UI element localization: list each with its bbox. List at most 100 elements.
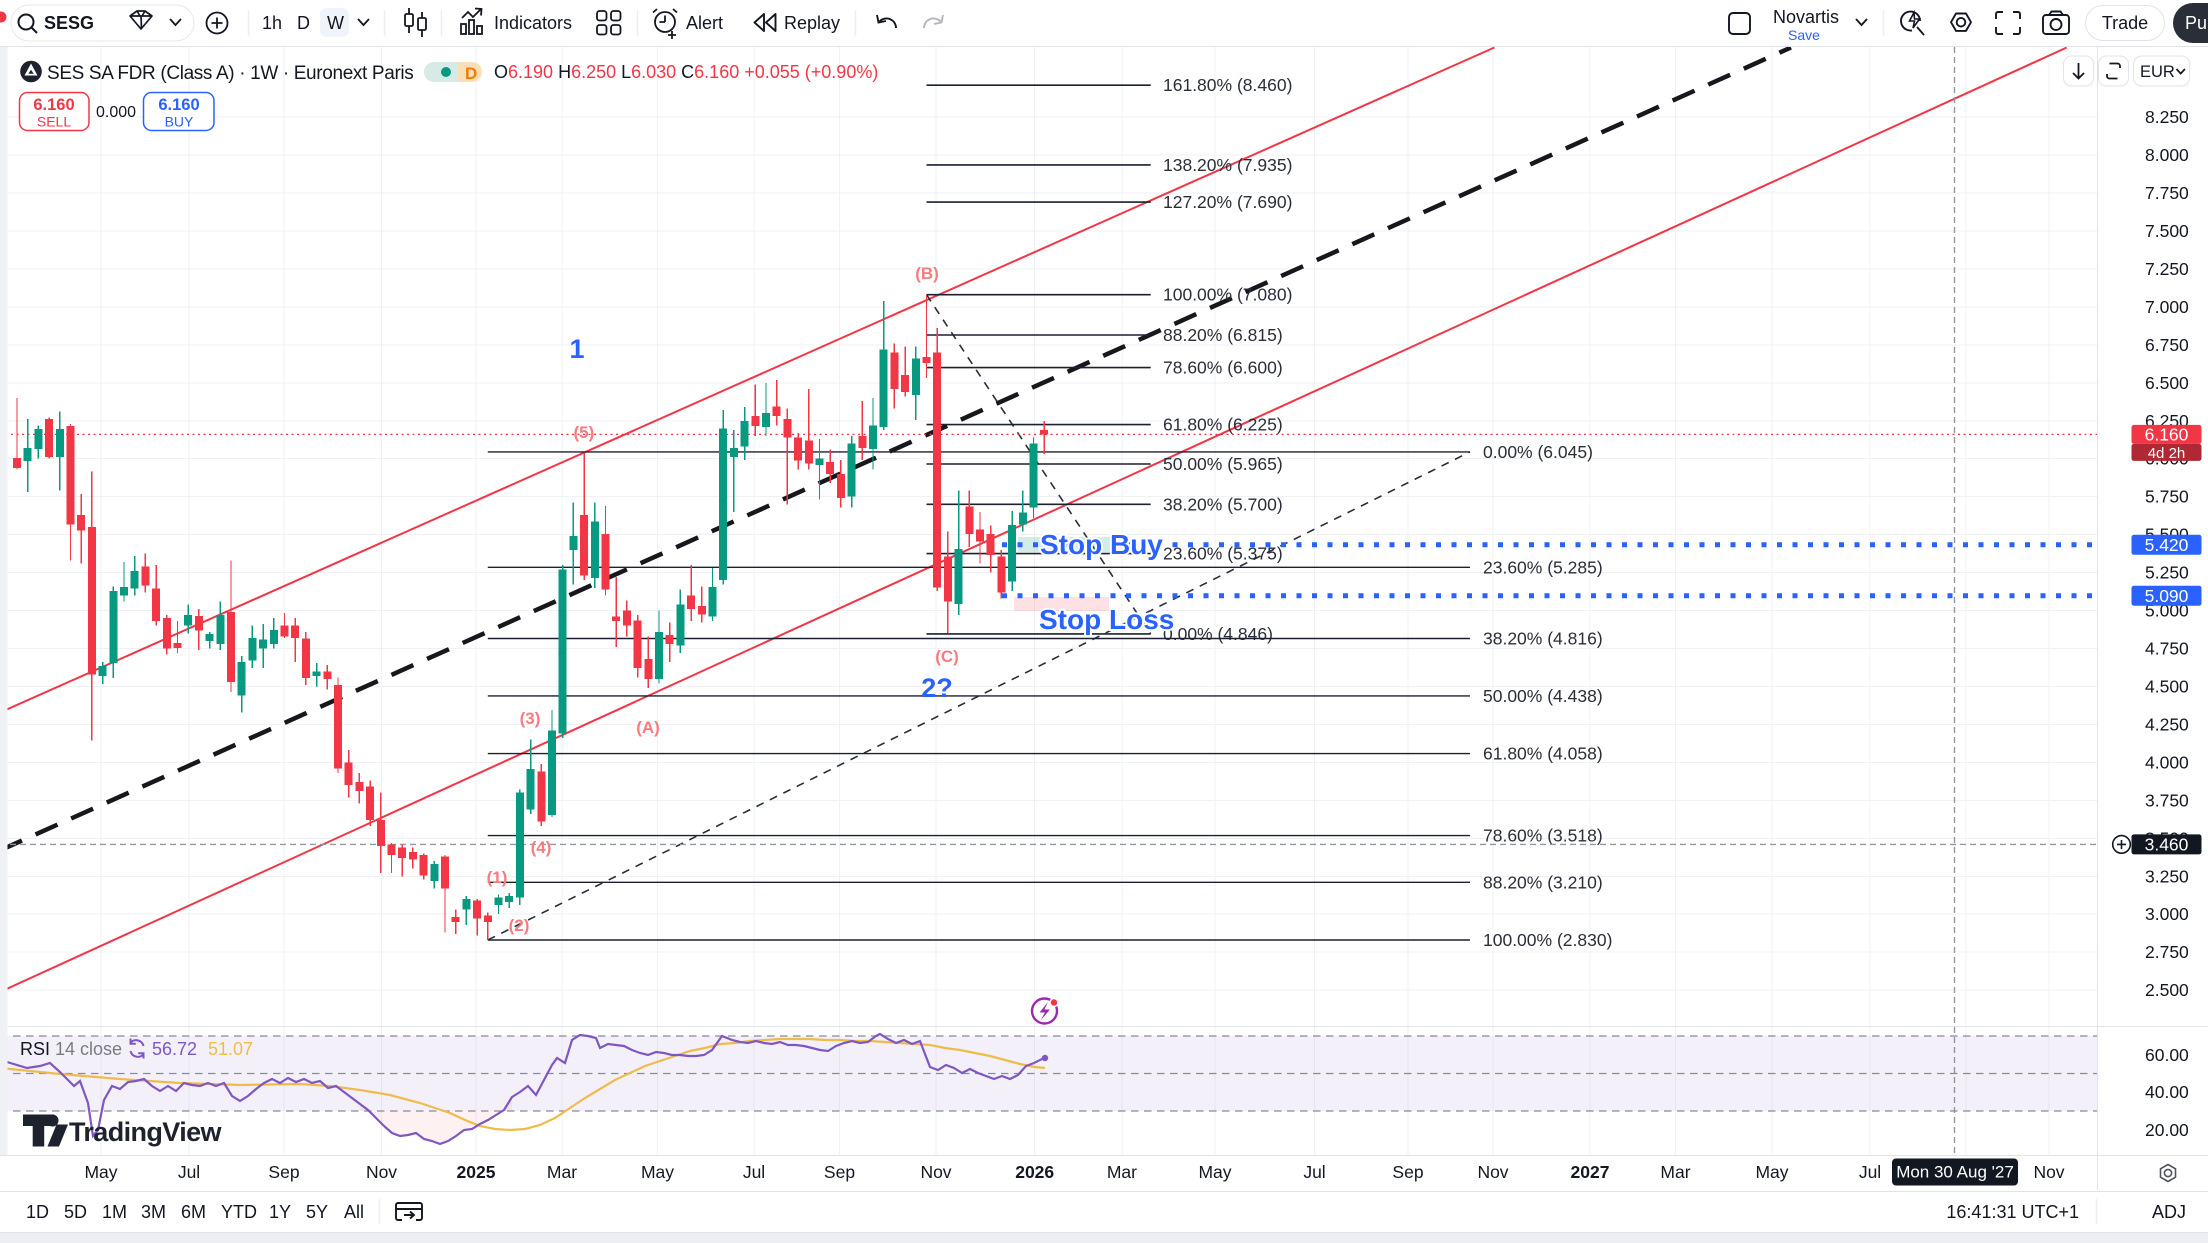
svg-text:16:41:31 UTC+1: 16:41:31 UTC+1: [1946, 1202, 2079, 1222]
svg-text:78.60% (3.518): 78.60% (3.518): [1483, 826, 1603, 846]
svg-text:56.72: 56.72: [152, 1039, 197, 1059]
svg-text:1: 1: [569, 334, 584, 364]
svg-text:0.00% (4.846): 0.00% (4.846): [1163, 624, 1273, 644]
svg-text:2025: 2025: [457, 1162, 496, 1182]
svg-text:Mar: Mar: [1107, 1162, 1137, 1182]
svg-text:38.20% (5.700): 38.20% (5.700): [1163, 494, 1283, 514]
svg-text:Nov: Nov: [2033, 1162, 2064, 1182]
svg-text:2.750: 2.750: [2145, 942, 2189, 962]
svg-text:3M: 3M: [141, 1202, 166, 1222]
svg-text:D: D: [465, 64, 477, 83]
svg-text:All: All: [344, 1202, 364, 1222]
svg-text:Sep: Sep: [824, 1162, 855, 1182]
svg-text:Novartis: Novartis: [1773, 7, 1839, 27]
svg-text:7.500: 7.500: [2145, 221, 2189, 241]
svg-text:(4): (4): [531, 838, 552, 857]
svg-text:1h: 1h: [262, 13, 282, 33]
svg-text:SES SA FDR (Class A) · 1W · Eu: SES SA FDR (Class A) · 1W · Euronext Par…: [47, 63, 413, 84]
svg-text:EUR: EUR: [2140, 63, 2175, 81]
svg-text:3.750: 3.750: [2145, 790, 2189, 810]
svg-text:4.250: 4.250: [2145, 714, 2189, 734]
svg-text:127.20% (7.690): 127.20% (7.690): [1163, 192, 1292, 212]
svg-text:(B): (B): [915, 264, 939, 283]
svg-text:6.750: 6.750: [2145, 335, 2189, 355]
svg-text:Nov: Nov: [366, 1162, 397, 1182]
svg-text:3.250: 3.250: [2145, 866, 2189, 886]
svg-text:2027: 2027: [1571, 1162, 1610, 1182]
svg-text:W: W: [327, 13, 344, 33]
svg-text:May: May: [1198, 1162, 1231, 1182]
svg-text:88.20% (6.815): 88.20% (6.815): [1163, 325, 1283, 345]
svg-text:1M: 1M: [102, 1202, 127, 1222]
svg-text:5.250: 5.250: [2145, 563, 2189, 583]
svg-text:Trade: Trade: [2102, 13, 2148, 33]
svg-text:23.60% (5.285): 23.60% (5.285): [1483, 557, 1603, 577]
svg-text:2.500: 2.500: [2145, 980, 2189, 1000]
svg-text:138.20% (7.935): 138.20% (7.935): [1163, 155, 1292, 175]
svg-text:7.750: 7.750: [2145, 183, 2189, 203]
svg-text:Jul: Jul: [1303, 1162, 1325, 1182]
svg-text:Alert: Alert: [686, 13, 723, 33]
svg-text:4.500: 4.500: [2145, 677, 2189, 697]
svg-text:50.00% (4.438): 50.00% (4.438): [1483, 686, 1603, 706]
svg-text:(C): (C): [935, 647, 959, 666]
svg-text:ADJ: ADJ: [2152, 1202, 2186, 1222]
svg-text:(1): (1): [487, 868, 508, 887]
svg-text:6.160: 6.160: [33, 96, 74, 114]
svg-text:(2): (2): [509, 916, 530, 935]
svg-text:Mar: Mar: [547, 1162, 577, 1182]
svg-text:3.000: 3.000: [2145, 904, 2189, 924]
svg-text:Pub: Pub: [2185, 13, 2208, 33]
svg-text:Indicators: Indicators: [494, 13, 572, 33]
svg-text:May: May: [1755, 1162, 1788, 1182]
svg-text:6M: 6M: [181, 1202, 206, 1222]
svg-text:6.160: 6.160: [158, 96, 199, 114]
svg-text:60.00: 60.00: [2145, 1045, 2189, 1065]
svg-text:5.420: 5.420: [2145, 535, 2189, 555]
svg-text:May: May: [84, 1162, 117, 1182]
svg-text:1Y: 1Y: [269, 1202, 291, 1222]
svg-text:2026: 2026: [1015, 1162, 1054, 1182]
svg-text:7.250: 7.250: [2145, 259, 2189, 279]
svg-text:Nov: Nov: [1477, 1162, 1508, 1182]
svg-text:88.20% (3.210): 88.20% (3.210): [1483, 872, 1603, 892]
svg-text:4.750: 4.750: [2145, 639, 2189, 659]
svg-text:Stop Buy: Stop Buy: [1040, 529, 1163, 560]
svg-text:Nov: Nov: [920, 1162, 951, 1182]
svg-text:8.000: 8.000: [2145, 145, 2189, 165]
svg-text:20.00: 20.00: [2145, 1120, 2189, 1140]
svg-text:38.20% (4.816): 38.20% (4.816): [1483, 629, 1603, 649]
svg-text:4.000: 4.000: [2145, 752, 2189, 772]
svg-text:5.750: 5.750: [2145, 487, 2189, 507]
svg-text:Mon 30 Aug '27: Mon 30 Aug '27: [1896, 1163, 2014, 1182]
svg-text:Stop Loss: Stop Loss: [1039, 604, 1174, 635]
svg-text:61.80% (6.225): 61.80% (6.225): [1163, 415, 1283, 435]
svg-text:Sep: Sep: [268, 1162, 299, 1182]
svg-text:SESG: SESG: [44, 13, 94, 33]
svg-text:3.460: 3.460: [2145, 835, 2189, 855]
svg-text:Mar: Mar: [1660, 1162, 1690, 1182]
svg-text:1D: 1D: [26, 1202, 49, 1222]
svg-text:(5): (5): [574, 423, 595, 442]
svg-text:Jul: Jul: [178, 1162, 200, 1182]
svg-text:D: D: [297, 13, 310, 33]
svg-text:6.160: 6.160: [2145, 425, 2189, 445]
svg-text:TradingView: TradingView: [69, 1117, 223, 1147]
svg-text:5D: 5D: [64, 1202, 87, 1222]
svg-text:SELL: SELL: [37, 114, 71, 130]
svg-text:YTD: YTD: [221, 1202, 257, 1222]
svg-text:2?: 2?: [921, 673, 953, 703]
svg-text:161.80% (8.460): 161.80% (8.460): [1163, 75, 1292, 95]
svg-text:5Y: 5Y: [306, 1202, 328, 1222]
svg-text:O6.190 H6.250 L6.030 C6.160 +0: O6.190 H6.250 L6.030 C6.160 +0.055 (+0.9…: [494, 62, 878, 82]
svg-text:7.000: 7.000: [2145, 297, 2189, 317]
svg-text:0.00% (6.045): 0.00% (6.045): [1483, 442, 1593, 462]
svg-text:Sep: Sep: [1392, 1162, 1423, 1182]
svg-text:23.60% (5.375): 23.60% (5.375): [1163, 544, 1283, 564]
svg-text:50.00% (5.965): 50.00% (5.965): [1163, 454, 1283, 474]
svg-text:RSI 14 close: RSI 14 close: [20, 1039, 122, 1059]
svg-text:Replay: Replay: [784, 13, 840, 33]
svg-text:4d 2h: 4d 2h: [2148, 445, 2186, 462]
svg-text:100.00% (2.830): 100.00% (2.830): [1483, 930, 1612, 950]
svg-text:Jul: Jul: [743, 1162, 765, 1182]
